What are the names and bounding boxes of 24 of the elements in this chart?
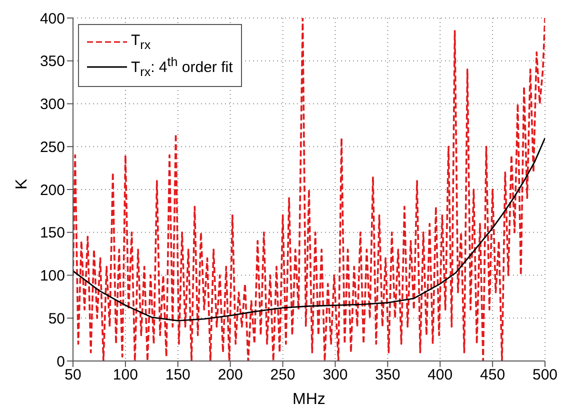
line-series (73, 137, 545, 322)
x-tick-label: 150 (165, 366, 190, 384)
y-axis-title: K (14, 178, 31, 190)
x-tick-label: 200 (218, 366, 243, 384)
x-tick-label: 250 (270, 366, 296, 384)
y-tick-label: 300 (40, 96, 65, 114)
x-tick-label: 350 (375, 366, 400, 384)
legend-label: T$_{rx}$ (131, 32, 151, 52)
x-tick-label: 400 (428, 366, 453, 384)
y-tick-label: 400 (40, 10, 65, 28)
y-tick-label: 200 (40, 182, 65, 199)
y-tick-label: 100 (40, 268, 65, 285)
x-tick-label: 300 (322, 366, 348, 384)
y-tick-label: 50 (48, 310, 65, 328)
y-tick-label: 350 (40, 53, 65, 70)
x-axis-title: MHz (292, 391, 326, 408)
y-tick-label: 0 (56, 353, 65, 370)
y-tick-label: 250 (40, 138, 65, 156)
y-tick-label: 150 (40, 224, 65, 242)
x-tick-label: 450 (480, 366, 506, 384)
x-tick-label: 100 (112, 366, 138, 384)
x-tick-label: 500 (532, 366, 558, 384)
x-tick-label: 50 (64, 366, 82, 384)
legend-label: T$_{rx}$: 4$^{th}$ order fit (131, 55, 233, 79)
